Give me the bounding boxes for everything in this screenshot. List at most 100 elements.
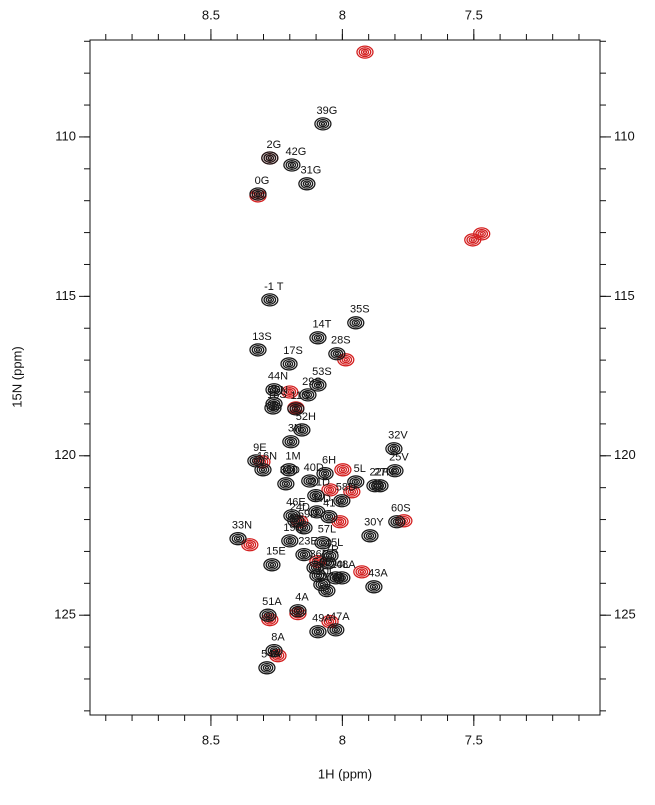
peak-contour <box>253 346 263 354</box>
peak-contour <box>320 470 330 477</box>
peak-contour <box>301 552 307 557</box>
peak-contour <box>316 466 334 481</box>
peak-contour <box>365 580 383 594</box>
peak-label: 0G <box>255 175 270 187</box>
peak <box>309 378 327 392</box>
peak-contour <box>339 498 345 503</box>
peak-contour <box>321 549 339 563</box>
peak-contour <box>313 493 319 498</box>
peak-contour <box>299 551 309 558</box>
peak-label: 28S <box>331 335 351 347</box>
peak-contour <box>265 397 283 411</box>
y-tick-label: 110 <box>614 128 635 143</box>
peak-contour <box>377 483 383 488</box>
peak-contour <box>311 492 321 499</box>
peak-contour <box>235 536 241 541</box>
peak-contour <box>390 467 400 475</box>
peak-contour <box>287 161 297 169</box>
peak-contour <box>320 585 334 596</box>
peak-contour <box>466 234 480 245</box>
peak-contour <box>299 524 309 532</box>
peak-contour <box>336 464 350 475</box>
peak-contour <box>261 610 275 621</box>
peak-label: 20L <box>331 559 349 571</box>
peak-contour <box>258 661 276 675</box>
peak-contour <box>333 494 351 508</box>
peak-contour <box>337 574 347 582</box>
peak-label: 33N <box>232 520 252 532</box>
peak-contour <box>259 608 277 622</box>
peak-contour <box>330 348 344 359</box>
peak-label: 34D <box>311 493 331 505</box>
peak-contour <box>291 517 301 525</box>
peak-contour <box>284 466 294 474</box>
peak-contour <box>318 120 328 128</box>
peak <box>314 117 332 131</box>
peak-contour <box>327 623 345 637</box>
peak-contour <box>321 483 339 497</box>
peak-contour <box>313 334 323 342</box>
peak-contour <box>347 475 365 489</box>
peak-label: 30Y <box>364 517 384 529</box>
y-tick-label: 110 <box>55 128 76 143</box>
peak-contour <box>324 513 334 521</box>
peak <box>295 521 313 535</box>
peak <box>249 187 267 201</box>
peak-contour <box>394 519 400 524</box>
peak-contour <box>295 424 309 435</box>
peak-contour <box>468 236 478 244</box>
peak-contour <box>311 626 325 637</box>
peak-label: 25V <box>389 452 409 464</box>
peak <box>321 549 339 563</box>
peak-contour <box>303 391 313 399</box>
peak-contour <box>335 495 349 506</box>
peak-contour <box>341 356 351 364</box>
peak-contour <box>357 568 367 576</box>
peak-contour <box>332 350 342 358</box>
peak-contour <box>293 423 311 437</box>
peak-contour <box>333 571 351 585</box>
peak-contour <box>301 389 315 400</box>
peak-contour <box>312 508 322 516</box>
peak-contour <box>363 530 377 541</box>
peak-contour <box>260 467 266 472</box>
peak <box>321 483 339 497</box>
peak <box>328 347 346 361</box>
peak-label: 16N <box>257 451 277 463</box>
y-tick-label: 120 <box>614 447 636 462</box>
x-tick-label: 8 <box>339 732 346 747</box>
peak-contour <box>301 525 307 530</box>
peak-contour <box>326 514 332 519</box>
peak-label: 51A <box>262 596 282 608</box>
peak <box>293 423 311 437</box>
peak <box>319 556 337 570</box>
peak <box>298 177 316 191</box>
peak-contour <box>284 360 294 368</box>
peak-label: 41Y <box>323 498 343 510</box>
peak-contour <box>270 406 276 410</box>
peak-contour <box>266 402 280 413</box>
peak-contour <box>334 351 340 356</box>
peak-contour <box>229 532 247 546</box>
x-tick-label: 8.5 <box>202 7 220 22</box>
peak <box>249 343 267 357</box>
peak-contour <box>283 387 297 397</box>
peak-contour <box>260 662 274 673</box>
peak-label: 26W <box>320 572 343 584</box>
peak-contour <box>261 293 279 307</box>
peak-contour <box>312 565 318 570</box>
peak-contour <box>314 536 332 550</box>
peak-contour <box>391 446 397 451</box>
peak-contour <box>309 378 327 392</box>
peak-contour <box>389 445 399 453</box>
peak <box>261 151 279 165</box>
peak-contour <box>265 383 283 397</box>
peak <box>289 604 307 618</box>
peak-contour <box>279 478 293 489</box>
peak-label: 42G <box>285 146 306 158</box>
y-tick-label: 125 <box>54 607 76 622</box>
peak-contour <box>267 298 273 302</box>
peak <box>264 401 282 415</box>
peak-label: 49A <box>312 613 332 625</box>
